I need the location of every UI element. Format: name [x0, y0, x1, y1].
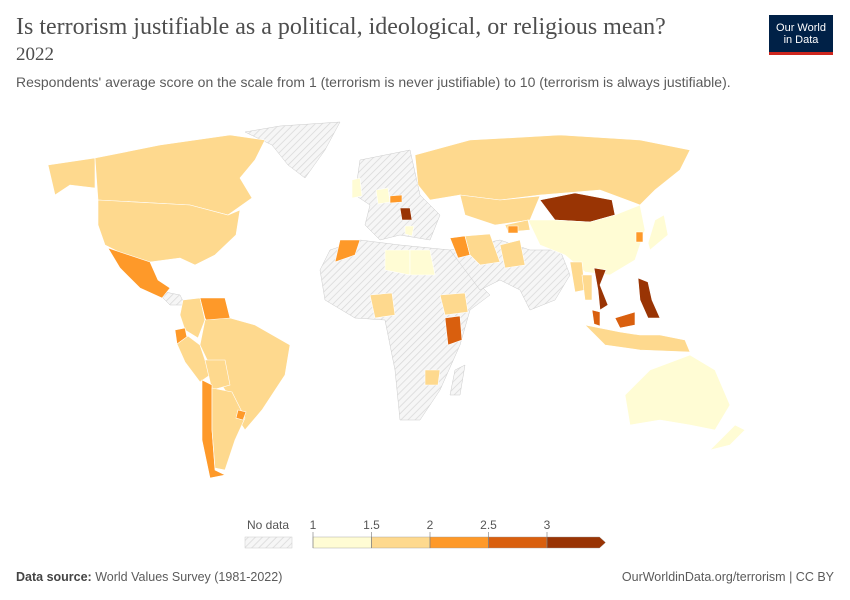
- chart-title: Is terrorism justifiable as a political,…: [16, 14, 666, 40]
- country-iran[interactable]: [464, 233, 501, 266]
- madagascar[interactable]: [449, 364, 466, 396]
- legend-tick-label: 1.5: [363, 518, 380, 532]
- country-germany[interactable]: [375, 187, 391, 205]
- world-map: [47, 121, 746, 479]
- legend-bin-swatch[interactable]: [429, 536, 489, 549]
- africa-base[interactable]: [319, 239, 491, 421]
- country-south-korea[interactable]: [635, 231, 644, 243]
- country-china[interactable]: [527, 204, 646, 276]
- country-australia[interactable]: [624, 354, 731, 431]
- legend-tick-label: 1: [310, 518, 317, 532]
- country-kenya[interactable]: [444, 315, 463, 346]
- footer-link[interactable]: OurWorldinData.org/terrorism | CC BY: [621, 570, 834, 584]
- country-czechia[interactable]: [389, 194, 403, 204]
- country-malaysia[interactable]: [591, 309, 636, 329]
- country-bolivia[interactable]: [204, 359, 231, 391]
- legend-tick-label: 2: [427, 518, 434, 532]
- country-morocco[interactable]: [334, 239, 361, 263]
- country-new-zealand[interactable]: [709, 424, 746, 451]
- country-mexico[interactable]: [107, 247, 171, 299]
- country-egypt[interactable]: [409, 249, 436, 276]
- country-vietnam[interactable]: [593, 267, 609, 311]
- chart-subtitle: Respondents' average score on the scale …: [16, 74, 731, 90]
- logo-line-1: Our World: [776, 21, 826, 34]
- country-united-kingdom[interactable]: [351, 177, 363, 199]
- legend-tick-label: 3: [544, 518, 551, 532]
- europe-base[interactable]: [354, 149, 441, 241]
- legend-bin-swatch[interactable]: [312, 536, 372, 549]
- country-japan[interactable]: [647, 214, 669, 251]
- owid-logo[interactable]: Our World in Data: [769, 15, 833, 55]
- country-russia[interactable]: [414, 134, 691, 206]
- greenland[interactable]: [244, 121, 341, 179]
- legend-bin-swatch[interactable]: [371, 536, 431, 549]
- legend-no-data-label: No data: [247, 518, 289, 532]
- chart-year: 2022: [16, 44, 54, 65]
- country-greece[interactable]: [404, 225, 415, 237]
- source-label: Data source:: [16, 570, 92, 584]
- country-indonesia[interactable]: [584, 324, 691, 353]
- country-argentina[interactable]: [211, 387, 246, 471]
- country-pakistan[interactable]: [499, 239, 526, 269]
- legend-bin-swatch[interactable]: [488, 536, 548, 549]
- legend-bin-swatch[interactable]: [546, 536, 606, 549]
- country-thailand[interactable]: [581, 274, 593, 301]
- legend-tick-label: 2.5: [480, 518, 497, 532]
- country-united-states[interactable]: [97, 199, 241, 266]
- country-alaska[interactable]: [47, 157, 96, 196]
- country-serbia[interactable]: [399, 207, 413, 221]
- footer-source: Data source: World Values Survey (1981-2…: [16, 570, 282, 584]
- country-nigeria[interactable]: [369, 292, 396, 319]
- legend-no-data-swatch: [244, 536, 293, 549]
- source-text: World Values Survey (1981-2022): [95, 570, 283, 584]
- logo-line-2: in Data: [783, 33, 819, 46]
- country-zimbabwe[interactable]: [424, 369, 441, 386]
- country-mongolia[interactable]: [539, 192, 616, 223]
- country-armenia[interactable]: [507, 225, 519, 234]
- country-ethiopia[interactable]: [439, 292, 469, 316]
- country-uruguay[interactable]: [235, 409, 247, 421]
- country-philippines[interactable]: [637, 277, 661, 319]
